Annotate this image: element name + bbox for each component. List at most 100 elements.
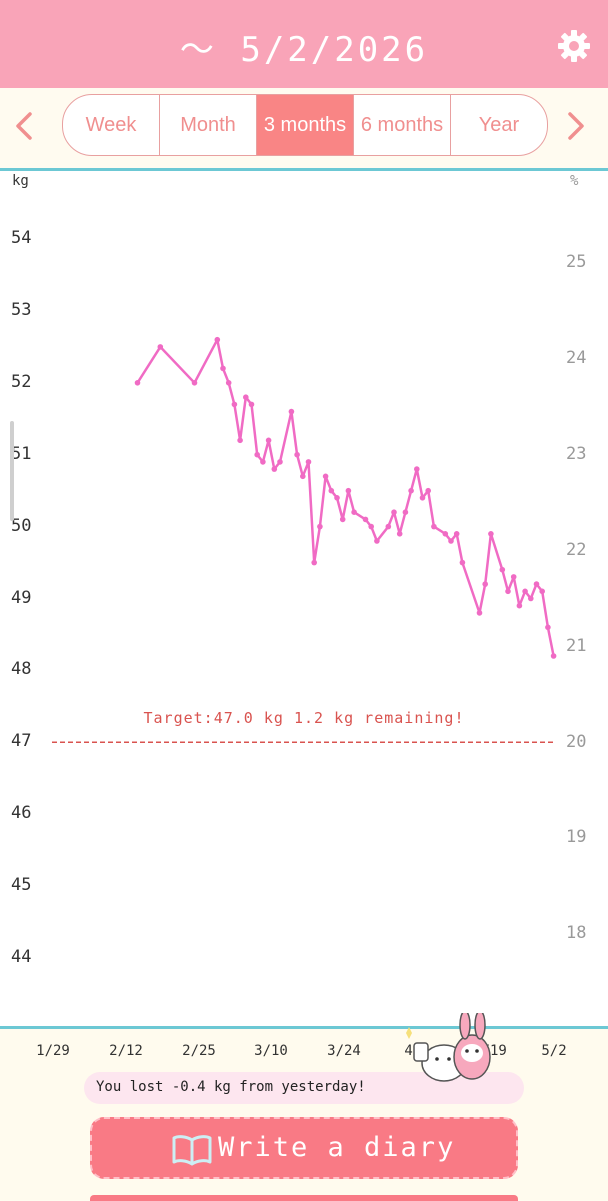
weight-point[interactable]: [385, 523, 392, 530]
left-axis-tick: 46: [11, 803, 32, 824]
weight-point[interactable]: [550, 653, 557, 659]
right-axis-tick: 25: [566, 252, 587, 272]
chevron-right-icon[interactable]: [562, 108, 590, 144]
weight-point[interactable]: [322, 473, 329, 480]
left-axis-tick: 44: [11, 947, 32, 967]
weight-point[interactable]: [396, 531, 403, 537]
weight-point[interactable]: [391, 509, 397, 515]
next-button-edge[interactable]: [90, 1195, 518, 1201]
weight-point[interactable]: [260, 459, 266, 465]
right-axis-tick: 22: [566, 539, 587, 560]
left-axis-tick: 53: [11, 299, 32, 320]
weight-point[interactable]: [442, 531, 449, 537]
weight-point[interactable]: [419, 495, 426, 501]
tab-year[interactable]: Year: [478, 113, 520, 136]
weight-point[interactable]: [453, 531, 460, 537]
chevron-left-icon[interactable]: [10, 108, 38, 144]
tab-6-months[interactable]: 6 months: [354, 95, 451, 155]
weight-point[interactable]: [488, 531, 494, 537]
weight-point[interactable]: [516, 602, 523, 609]
weight-point[interactable]: [248, 401, 255, 408]
tab-3-months[interactable]: 3 months: [257, 95, 354, 155]
gear-icon[interactable]: [556, 28, 592, 64]
weight-point[interactable]: [414, 466, 420, 472]
weight-point[interactable]: [328, 487, 335, 494]
right-axis-tick: 19: [566, 827, 587, 848]
weight-point[interactable]: [368, 523, 375, 530]
weight-point[interactable]: [459, 559, 466, 566]
weight-point[interactable]: [265, 437, 272, 444]
weight-point[interactable]: [539, 588, 545, 595]
weight-point[interactable]: [505, 588, 511, 595]
chart-bottom-divider: [0, 1026, 608, 1029]
weight-point[interactable]: [225, 380, 232, 386]
weight-point[interactable]: [374, 538, 380, 544]
x-axis-tick: 5/2: [541, 1043, 567, 1059]
scrollbar[interactable]: [10, 421, 14, 521]
weight-point[interactable]: [533, 581, 540, 587]
weight-point[interactable]: [254, 451, 260, 458]
weight-point[interactable]: [157, 344, 164, 350]
weight-point[interactable]: [351, 509, 357, 515]
tab-month[interactable]: Month: [160, 95, 257, 155]
right-axis-tick: 23: [566, 443, 587, 464]
date-range-title: ～ 5/2/2026: [179, 30, 429, 70]
x-axis-tick: 3/10: [254, 1043, 288, 1059]
right-axis-unit: %: [570, 173, 579, 189]
range-segmented-control: Week Month 3 months 6 months Year: [62, 94, 548, 156]
footer-panel: 1/292/122/253/103/244/64/195/2 You lost …: [0, 1013, 608, 1201]
right-axis-tick: 21: [566, 635, 587, 656]
weight-point[interactable]: [402, 509, 409, 515]
weight-point[interactable]: [425, 487, 432, 494]
weight-point[interactable]: [408, 487, 414, 494]
weight-point[interactable]: [345, 487, 352, 494]
weight-point[interactable]: [499, 566, 506, 573]
x-axis-tick: 2/25: [182, 1043, 216, 1059]
weight-point[interactable]: [334, 495, 340, 501]
write-diary-button[interactable]: Write a diary: [90, 1117, 518, 1179]
weight-point[interactable]: [317, 523, 323, 530]
left-axis-tick: 49: [11, 587, 32, 608]
weight-point[interactable]: [237, 437, 243, 444]
weight-point[interactable]: [288, 408, 295, 415]
weight-chart: kg % 54 53 52 51 50 49 48 47 46 45 44 25 24 23 22 21 20…: [0, 171, 608, 1027]
right-axis-tick: 20: [566, 731, 587, 752]
book-icon: [172, 1135, 212, 1166]
target-label: Target:47.0 kg 1.2 kg remaining!: [143, 709, 465, 727]
weight-point[interactable]: [431, 523, 437, 530]
weight-point[interactable]: [545, 624, 551, 631]
weight-point[interactable]: [311, 559, 318, 566]
weight-point[interactable]: [220, 365, 226, 372]
weight-point[interactable]: [528, 595, 534, 602]
weight-point[interactable]: [522, 588, 528, 595]
weight-point[interactable]: [243, 394, 249, 400]
right-axis-tick: 18: [566, 923, 587, 944]
weight-series-line: [136, 338, 555, 657]
weight-point[interactable]: [277, 459, 283, 465]
weight-point[interactable]: [339, 516, 346, 523]
chart-plot: [52, 336, 557, 744]
write-diary-label: Write a diary: [218, 1132, 456, 1163]
tab-week[interactable]: Week: [63, 95, 160, 155]
weight-point[interactable]: [300, 473, 306, 480]
weight-point[interactable]: [362, 516, 369, 523]
left-axis-tick: 50: [11, 515, 32, 536]
left-axis-tick: 45: [11, 875, 32, 896]
left-axis-tick: 48: [11, 659, 32, 680]
weight-point[interactable]: [271, 466, 278, 472]
weight-point[interactable]: [305, 459, 312, 465]
weight-point[interactable]: [231, 401, 238, 408]
weight-point[interactable]: [294, 451, 300, 458]
weight-point[interactable]: [448, 538, 454, 544]
weight-point[interactable]: [214, 336, 221, 343]
weight-point[interactable]: [191, 380, 198, 386]
weight-change-text: You lost -0.4 kg from yesterday!: [96, 1079, 366, 1095]
left-axis-tick: 51: [11, 443, 32, 464]
weight-point[interactable]: [134, 380, 141, 386]
weight-point[interactable]: [476, 610, 483, 616]
weight-point[interactable]: [482, 581, 489, 587]
left-axis-unit: kg: [12, 173, 29, 189]
weight-point[interactable]: [510, 574, 517, 580]
x-axis-tick: 1/29: [36, 1043, 70, 1059]
x-axis-tick: 2/12: [109, 1043, 143, 1059]
